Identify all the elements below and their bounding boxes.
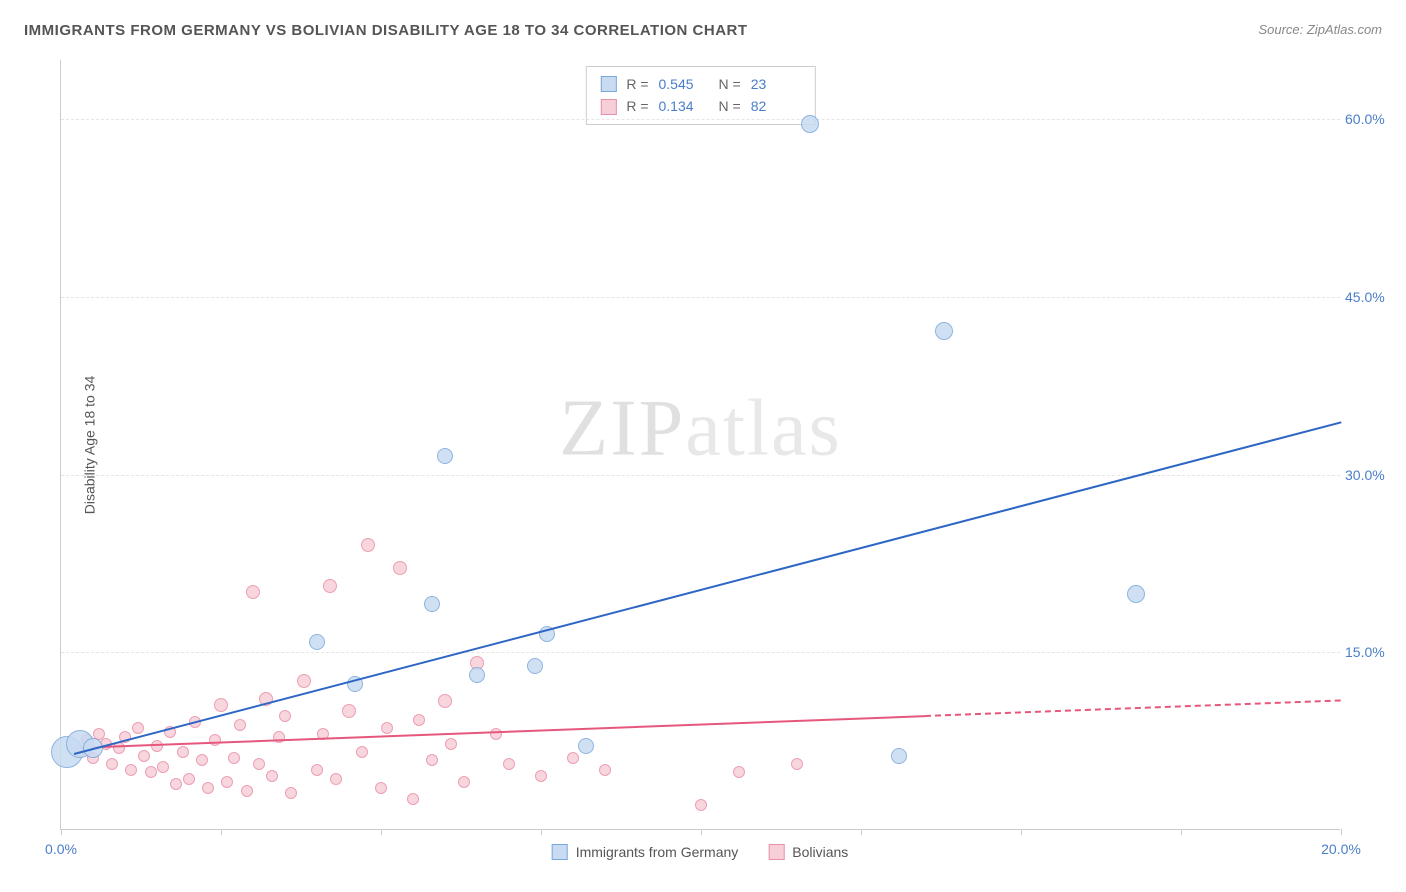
data-point: [791, 758, 803, 770]
data-point: [202, 782, 214, 794]
gridline: [61, 119, 1340, 120]
chart-area: Disability Age 18 to 34 ZIPatlas R = 0.5…: [60, 60, 1340, 830]
data-point: [535, 770, 547, 782]
gridline: [61, 475, 1340, 476]
trend-line: [925, 700, 1341, 718]
data-point: [285, 787, 297, 799]
data-point: [138, 750, 150, 762]
data-point: [330, 773, 342, 785]
legend-item-germany: Immigrants from Germany: [552, 844, 739, 860]
data-point: [356, 746, 368, 758]
data-point: [503, 758, 515, 770]
data-point: [246, 585, 260, 599]
x-tick: [1341, 829, 1342, 835]
data-point: [209, 734, 221, 746]
stats-row-germany: R = 0.545 N = 23: [600, 73, 800, 95]
data-point: [132, 722, 144, 734]
data-point: [393, 561, 407, 575]
watermark: ZIPatlas: [559, 384, 842, 475]
data-point: [361, 538, 375, 552]
r-value-germany: 0.545: [659, 73, 709, 95]
data-point: [323, 579, 337, 593]
data-point: [567, 752, 579, 764]
data-point: [695, 799, 707, 811]
data-point: [469, 667, 485, 683]
data-point: [458, 776, 470, 788]
legend-swatch-germany: [552, 844, 568, 860]
legend: Immigrants from Germany Bolivians: [552, 844, 849, 860]
x-tick: [61, 829, 62, 835]
chart-title: IMMIGRANTS FROM GERMANY VS BOLIVIAN DISA…: [24, 22, 748, 39]
data-point: [125, 764, 137, 776]
x-tick-label: 20.0%: [1321, 841, 1361, 857]
data-point: [381, 722, 393, 734]
data-point: [891, 748, 907, 764]
data-point: [145, 766, 157, 778]
legend-label-germany: Immigrants from Germany: [576, 844, 739, 860]
source-attribution: Source: ZipAtlas.com: [1258, 22, 1382, 37]
x-tick-label: 0.0%: [45, 841, 77, 857]
stats-row-bolivians: R = 0.134 N = 82: [600, 95, 800, 117]
legend-item-bolivians: Bolivians: [768, 844, 848, 860]
data-point: [1127, 585, 1145, 603]
trend-line: [74, 421, 1342, 755]
swatch-bolivians: [600, 99, 616, 115]
data-point: [578, 738, 594, 754]
data-point: [266, 770, 278, 782]
data-point: [214, 698, 228, 712]
data-point: [177, 746, 189, 758]
y-tick-label: 15.0%: [1345, 644, 1400, 660]
data-point: [279, 710, 291, 722]
data-point: [733, 766, 745, 778]
data-point: [375, 782, 387, 794]
data-point: [183, 773, 195, 785]
data-point: [309, 634, 325, 650]
x-tick: [1181, 829, 1182, 835]
data-point: [935, 322, 953, 340]
x-tick: [701, 829, 702, 835]
data-point: [253, 758, 265, 770]
data-point: [424, 596, 440, 612]
data-point: [311, 764, 323, 776]
data-point: [297, 674, 311, 688]
x-tick: [541, 829, 542, 835]
y-tick-label: 30.0%: [1345, 467, 1400, 483]
data-point: [437, 448, 453, 464]
data-point: [151, 740, 163, 752]
x-tick: [861, 829, 862, 835]
x-tick: [1021, 829, 1022, 835]
r-value-bolivians: 0.134: [659, 95, 709, 117]
plot-region: ZIPatlas R = 0.545 N = 23 R = 0.134 N = …: [60, 60, 1340, 830]
data-point: [527, 658, 543, 674]
data-point: [407, 793, 419, 805]
data-point: [157, 761, 169, 773]
data-point: [342, 704, 356, 718]
data-point: [106, 758, 118, 770]
data-point: [228, 752, 240, 764]
data-point: [801, 115, 819, 133]
correlation-stats-box: R = 0.545 N = 23 R = 0.134 N = 82: [585, 66, 815, 125]
n-value-bolivians: 82: [751, 95, 801, 117]
data-point: [445, 738, 457, 750]
x-tick: [221, 829, 222, 835]
data-point: [241, 785, 253, 797]
data-point: [426, 754, 438, 766]
gridline: [61, 297, 1340, 298]
data-point: [599, 764, 611, 776]
gridline: [61, 652, 1340, 653]
data-point: [196, 754, 208, 766]
data-point: [221, 776, 233, 788]
data-point: [413, 714, 425, 726]
swatch-germany: [600, 76, 616, 92]
data-point: [170, 778, 182, 790]
y-tick-label: 45.0%: [1345, 289, 1400, 305]
data-point: [438, 694, 452, 708]
data-point: [234, 719, 246, 731]
legend-swatch-bolivians: [768, 844, 784, 860]
x-tick: [381, 829, 382, 835]
y-tick-label: 60.0%: [1345, 111, 1400, 127]
n-value-germany: 23: [751, 73, 801, 95]
legend-label-bolivians: Bolivians: [792, 844, 848, 860]
